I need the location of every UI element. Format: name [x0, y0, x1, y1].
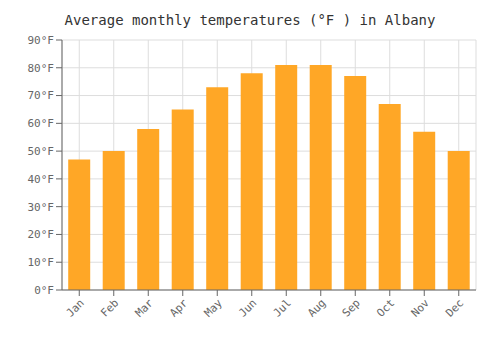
- svg-text:10°F: 10°F: [28, 256, 55, 269]
- html-text:Average monthly temperatures (: Average monthly temperatures (°F ) in Al…: [64, 12, 436, 28]
- svg-text:Apr: Apr: [167, 296, 191, 320]
- svg-text:Jul: Jul: [271, 296, 294, 319]
- svg-text:70°F: 70°F: [28, 89, 55, 102]
- svg-text:50°F: 50°F: [28, 145, 55, 158]
- svg-text:Jan: Jan: [64, 296, 87, 319]
- svg-text:Feb: Feb: [98, 296, 121, 319]
- svg-text:Aug: Aug: [305, 296, 328, 319]
- svg-text:60°F: 60°F: [28, 117, 55, 130]
- svg-text:Dec: Dec: [443, 296, 466, 319]
- svg-text:90°F: 90°F: [28, 34, 55, 47]
- svg-text:80°F: 80°F: [28, 62, 55, 75]
- svg-text:0°F: 0°F: [34, 284, 54, 297]
- svg-text:Nov: Nov: [409, 296, 433, 320]
- svg-text:30°F: 30°F: [28, 201, 55, 214]
- svg-text:40°F: 40°F: [28, 173, 55, 186]
- svg-text:Jun: Jun: [236, 296, 259, 319]
- svg-text:Sep: Sep: [340, 296, 363, 319]
- svg-text:Mar: Mar: [133, 296, 157, 320]
- svg-text:Oct: Oct: [374, 296, 397, 319]
- svg-text:May: May: [202, 296, 226, 320]
- svg-text:20°F: 20°F: [28, 228, 55, 241]
